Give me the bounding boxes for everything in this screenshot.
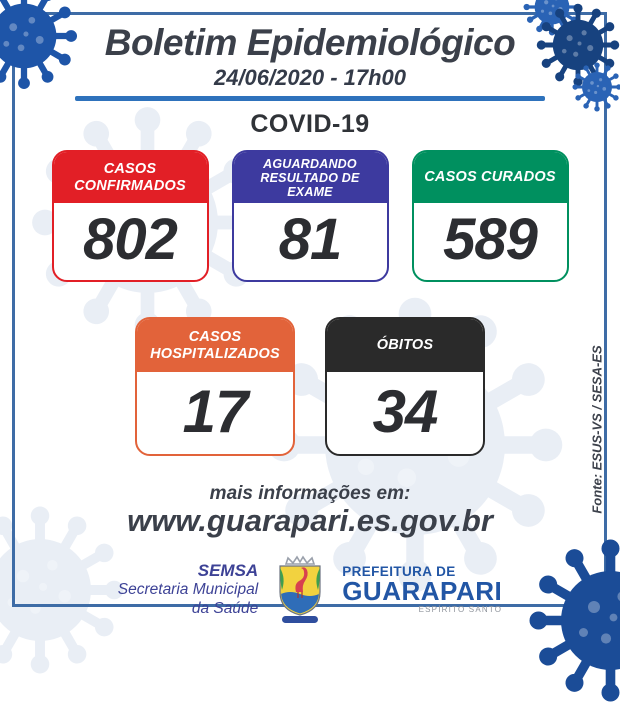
stat-card-label: AGUARDANDO RESULTADO DE EXAME — [233, 152, 387, 203]
stat-card-value: 589 — [443, 207, 538, 272]
guarapari-coat-of-arms-icon — [279, 555, 321, 623]
stat-card-value: 34 — [372, 377, 439, 445]
stat-card-label: ÓBITOS — [327, 319, 483, 372]
prefeitura-line3: ESPÍRITO SANTO — [418, 605, 503, 615]
bulletin-date: 24/06/2020 - 17h00 — [213, 65, 407, 90]
more-info-label: mais informações em: — [209, 483, 411, 504]
stat-card-confirmados: CASOS CONFIRMADOS 802 — [51, 150, 209, 282]
stat-card-value: 17 — [182, 377, 249, 445]
stats-row-top: CASOS CONFIRMADOS 802 AGUARDANDO RESULTA… — [0, 150, 620, 282]
stats-row-bottom: CASOS HOSPITALIZADOS 17 ÓBITOS 34 — [0, 317, 620, 456]
data-source-note: Fonte: ESUS-VS / SESA-ES — [589, 345, 605, 514]
coronavirus-icon — [0, 0, 78, 90]
stat-card-value: 81 — [278, 207, 343, 272]
stat-card-obitos: ÓBITOS 34 — [325, 317, 485, 456]
stat-card-aguardando: AGUARDANDO RESULTADO DE EXAME 81 — [231, 150, 389, 282]
stat-card-hospitalizados: CASOS HOSPITALIZADOS 17 — [135, 317, 295, 456]
semsa-acronym: SEMSA — [197, 561, 259, 581]
coronavirus-icon — [528, 538, 620, 703]
page-title: Boletim Epidemiológico — [104, 22, 516, 63]
prefeitura-line1: PREFEITURA DE — [342, 563, 456, 579]
stat-card-label: CASOS CONFIRMADOS — [53, 152, 207, 203]
stat-card-curados: CASOS CURADOS 589 — [411, 150, 569, 282]
prefeitura-line2: GUARAPARI — [342, 576, 503, 607]
divider — [75, 96, 545, 101]
semsa-name: Secretaria Municipal — [117, 581, 259, 599]
coronavirus-icon — [572, 62, 620, 112]
stat-card-value: 802 — [83, 207, 178, 272]
semsa-logo-text: SEMSA Secretaria Municipal da Saúde — [118, 561, 258, 618]
bulletin-subtitle: COVID-19 — [250, 110, 370, 138]
prefeitura-logo-text: PREFEITURA DE GUARAPARI ESPÍRITO SANTO — [342, 565, 502, 615]
semsa-name: da Saúde — [191, 599, 259, 617]
stat-card-label: CASOS CURADOS — [413, 152, 567, 203]
stat-card-label: CASOS HOSPITALIZADOS — [137, 319, 293, 372]
footer-logos: SEMSA Secretaria Municipal da Saúde PREF… — [0, 554, 620, 626]
website-url: www.guarapari.es.gov.br — [127, 503, 493, 538]
